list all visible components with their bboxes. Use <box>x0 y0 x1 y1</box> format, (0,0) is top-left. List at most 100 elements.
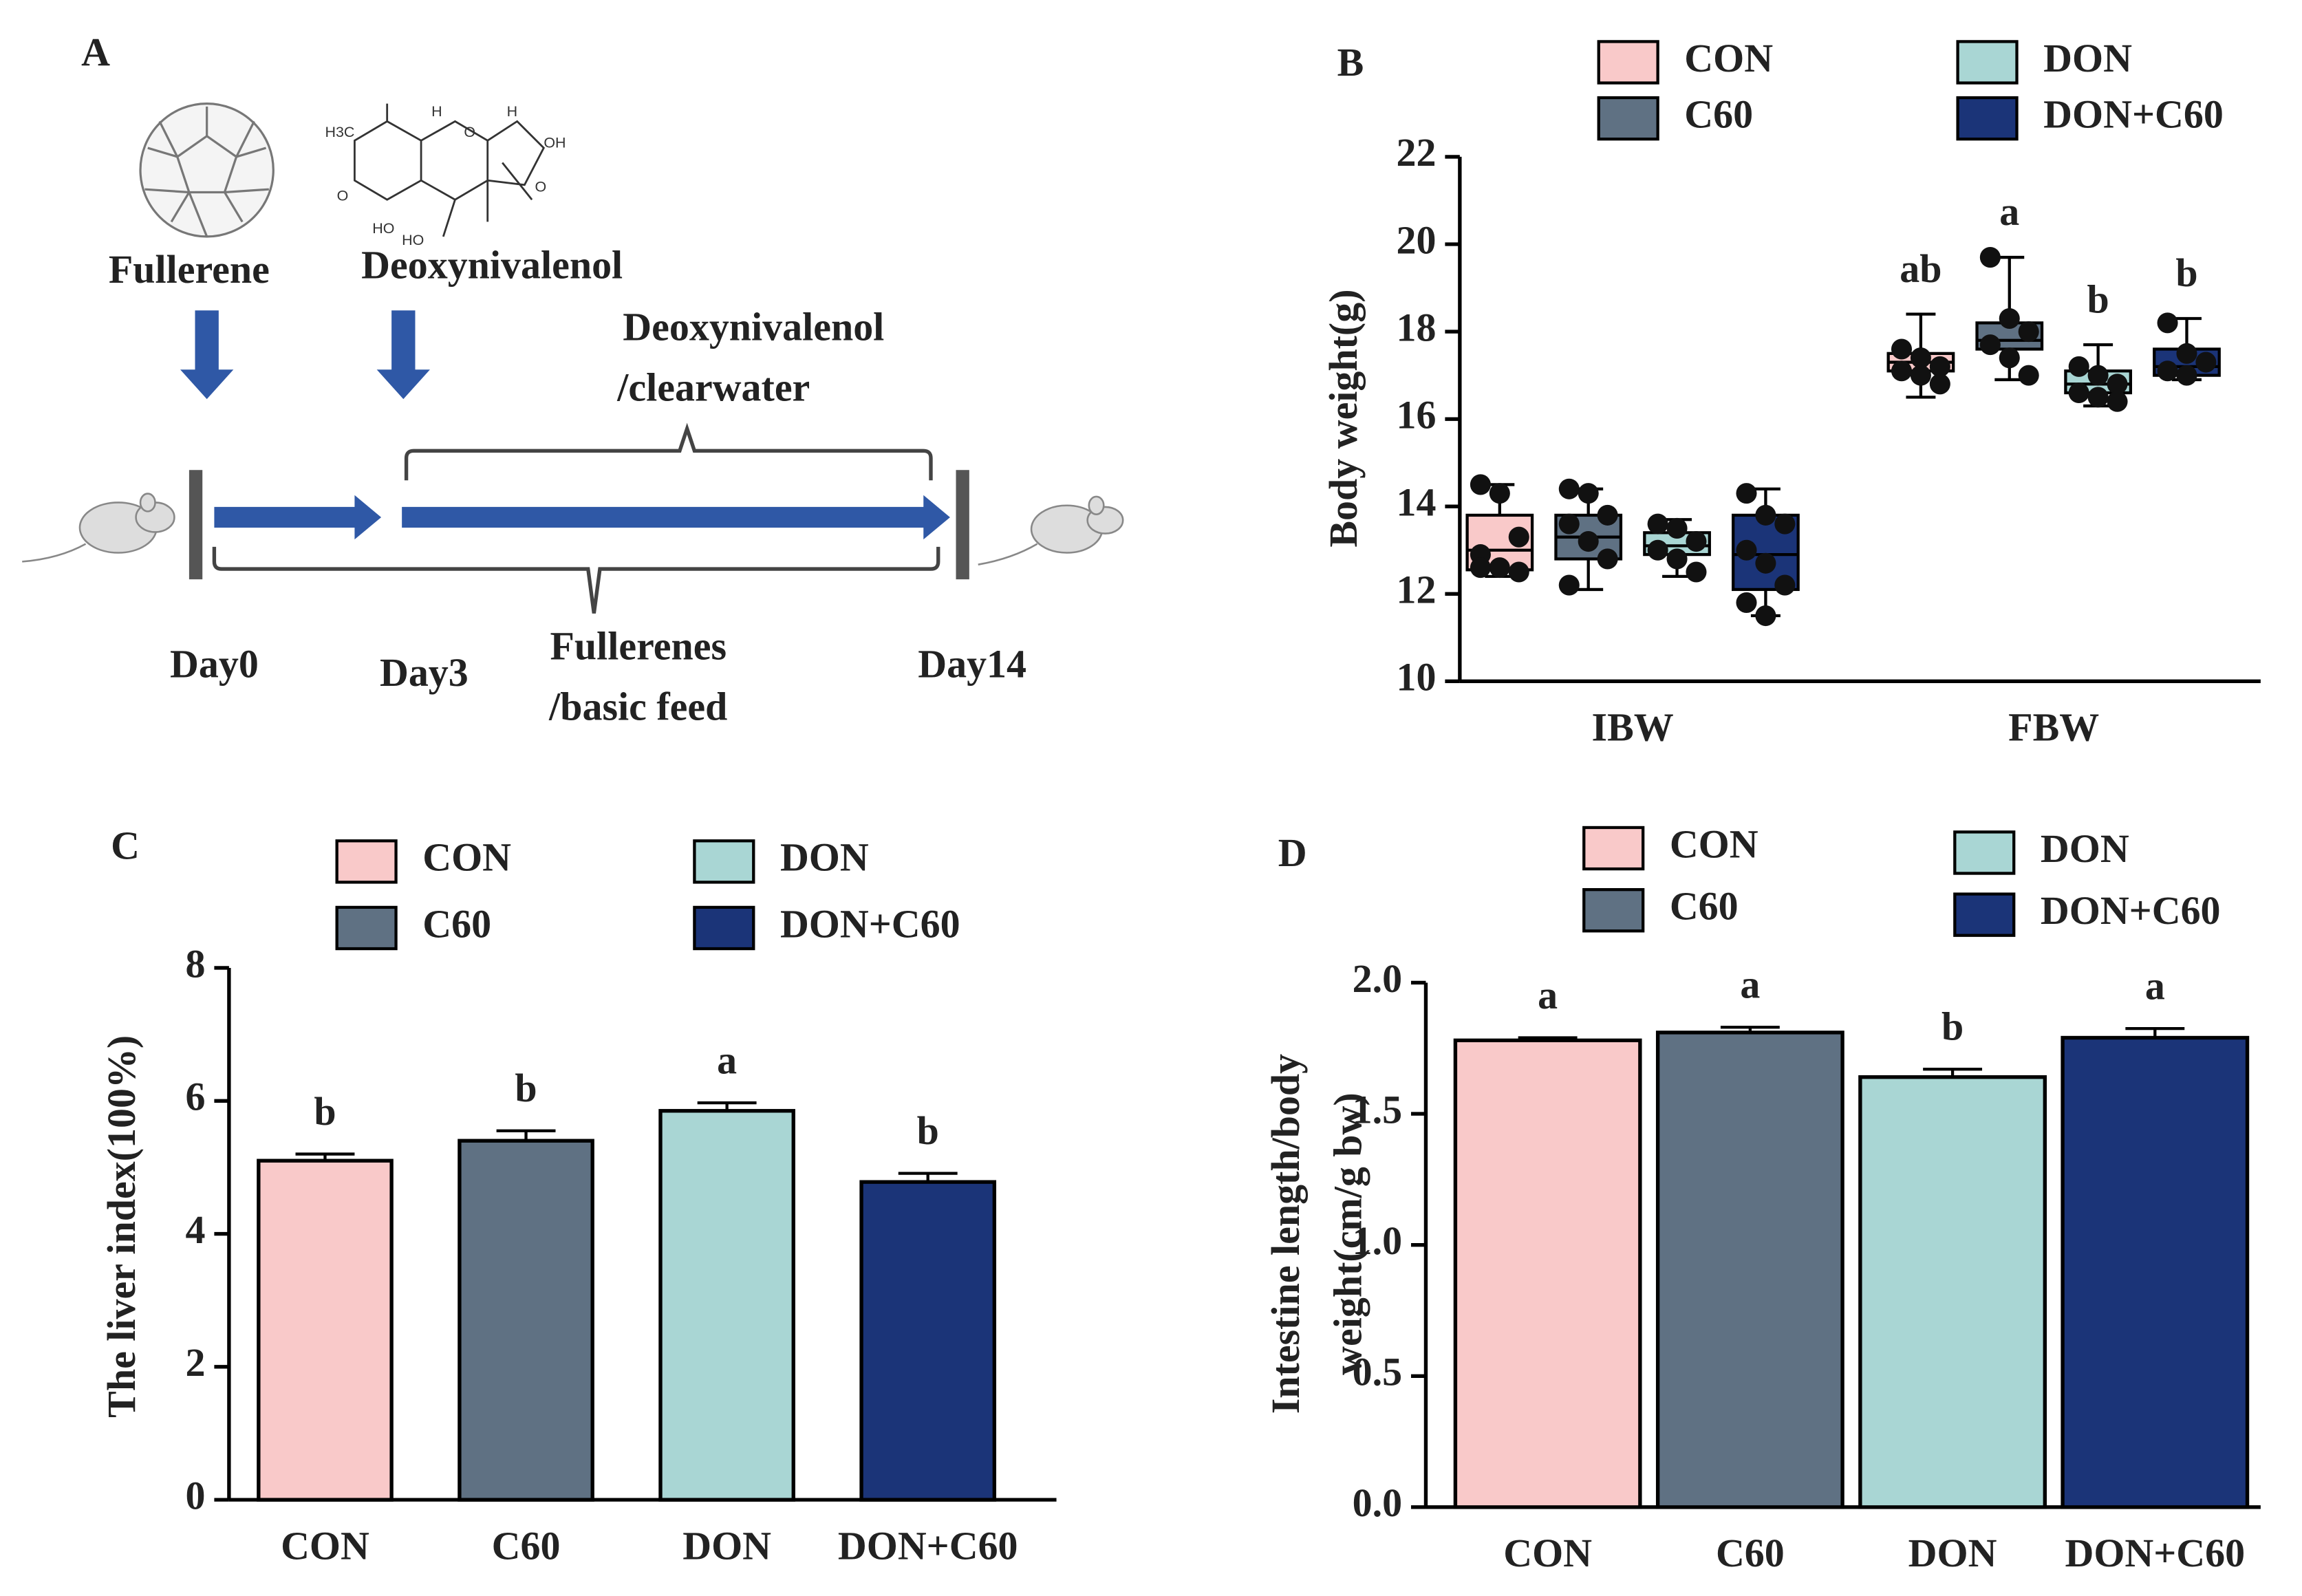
data-point <box>1755 552 1776 574</box>
mouse-left <box>22 493 175 563</box>
data-point <box>1597 548 1618 570</box>
data-point <box>1736 592 1757 614</box>
data-point <box>2107 374 2128 395</box>
data-point <box>1558 513 1580 535</box>
legend-swatch <box>1953 892 2016 937</box>
data-point <box>1999 347 2020 369</box>
data-point <box>2068 356 2089 377</box>
arrows <box>180 310 950 540</box>
data-point <box>1508 526 1529 548</box>
legend-label: DON+C60 <box>780 901 960 946</box>
data-point <box>2176 343 2197 364</box>
bar <box>658 1109 795 1502</box>
bar <box>1453 1038 1642 1509</box>
data-point <box>1558 478 1580 499</box>
brace-bottom <box>212 546 940 614</box>
legend-label: DON <box>780 835 869 880</box>
y-tick-label: 18 <box>1397 305 1437 349</box>
atom-label: O <box>535 179 546 195</box>
x-tick-label: CON <box>1503 1531 1592 1575</box>
legend-swatch <box>1597 40 1659 85</box>
y-tick-label: 14 <box>1397 480 1437 525</box>
end-marker <box>956 470 969 580</box>
data-point <box>1508 561 1529 583</box>
data-point <box>2087 365 2109 386</box>
data-point <box>1979 247 2001 268</box>
bar <box>859 1180 997 1502</box>
data-point <box>1910 365 1931 386</box>
treatment-label: /basic feed <box>548 684 727 729</box>
data-point <box>2107 391 2128 412</box>
data-point <box>1755 504 1776 526</box>
data-point <box>1647 513 1668 535</box>
data-point <box>2157 312 2178 334</box>
data-point <box>1558 574 1580 596</box>
day-label: Day3 <box>380 650 469 695</box>
atom-label: HO <box>372 220 394 237</box>
brace-top <box>404 422 933 481</box>
data-point <box>1489 483 1510 504</box>
legend-swatch <box>1953 830 2016 875</box>
panel-label: A <box>81 30 110 74</box>
data-point <box>1910 347 1931 369</box>
structure-labels: H3C O HO HO H H O OH O <box>325 103 566 248</box>
y-tick-label: 6 <box>186 1075 206 1119</box>
significance-letter: a <box>2145 964 2165 1009</box>
y-tick-label: 20 <box>1397 217 1437 262</box>
data-point <box>2018 365 2039 386</box>
legend-swatch <box>1597 96 1659 141</box>
legend-label: C60 <box>1684 91 1753 136</box>
legend-swatch <box>693 905 755 951</box>
y-tick-label: 0.0 <box>1353 1480 1402 1525</box>
treatment-label: Deoxynivalenol <box>623 305 884 349</box>
x-tick-label: DON+C60 <box>838 1523 1018 1568</box>
y-tick-label: 1.0 <box>1353 1218 1402 1263</box>
legend-label: DON+C60 <box>2041 888 2221 933</box>
data-point <box>1891 338 1913 360</box>
data-point <box>1597 504 1618 526</box>
compound-label: Deoxynivalenol <box>361 242 623 287</box>
significance-letter: a <box>1999 189 2019 234</box>
legend-label: DON <box>2041 826 2129 871</box>
atom-label: H3C <box>325 124 354 140</box>
y-tick-label: 0.5 <box>1353 1350 1402 1394</box>
y-tick-label: 0 <box>186 1473 206 1518</box>
significance-letter: ab <box>1900 246 1941 291</box>
significance-letter: b <box>917 1108 939 1153</box>
y-tick-label: 1.5 <box>1353 1087 1402 1132</box>
panel-a: A H3C O HO HO H H O OH O Fullerene Deoxy… <box>22 30 1124 729</box>
legend-label: DON+C60 <box>2043 91 2224 136</box>
data-point <box>2068 382 2089 404</box>
x-tick-label: DON <box>682 1523 771 1568</box>
bar <box>1858 1075 2047 1509</box>
atom-label: H <box>507 103 518 120</box>
y-axis-label: Intestine length/body <box>1263 1054 1308 1414</box>
significance-letter: b <box>2087 277 2109 321</box>
don-structure <box>354 103 546 237</box>
x-tick-label: FBW <box>2008 705 2099 750</box>
data-point <box>1686 561 1707 583</box>
atom-label: H <box>431 103 442 120</box>
data-point <box>2087 387 2109 408</box>
x-tick-label: DON+C60 <box>2065 1531 2245 1575</box>
significance-letter: a <box>1740 962 1760 1007</box>
data-point <box>2176 365 2197 386</box>
treatment-label: Fullerenes <box>550 624 727 669</box>
y-tick-label: 2.0 <box>1353 956 1402 1001</box>
data-point <box>1578 530 1599 552</box>
data-point <box>1774 513 1796 535</box>
data-point <box>1647 539 1668 561</box>
day-label: Day0 <box>170 641 259 686</box>
legend-swatch <box>693 839 755 884</box>
data-point <box>1470 474 1491 495</box>
treatment-label: /clearwater <box>616 365 810 410</box>
atom-label: HO <box>402 232 424 248</box>
start-marker <box>189 470 203 580</box>
significance-letter: b <box>2175 250 2197 295</box>
fullerene-icon <box>139 103 275 238</box>
data-point <box>1686 530 1707 552</box>
data-point <box>1891 360 1913 382</box>
legend-swatch <box>1582 888 1645 933</box>
data-point <box>1929 356 1950 377</box>
